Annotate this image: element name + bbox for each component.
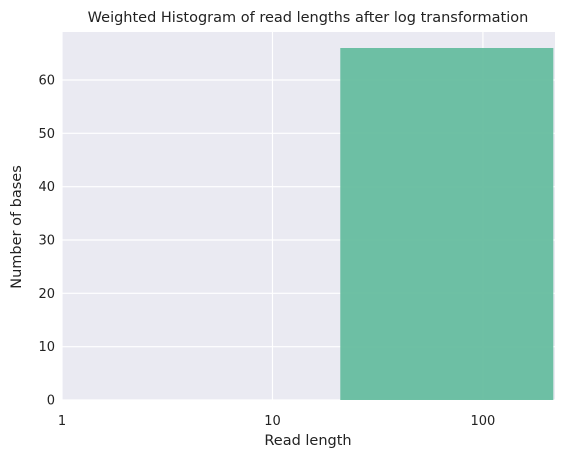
x-tick-label: 10 bbox=[264, 414, 281, 429]
x-axis-label: Read length bbox=[264, 433, 351, 449]
x-tick-label: 100 bbox=[471, 414, 496, 429]
histogram-bar bbox=[340, 48, 554, 400]
y-axis-label: Number of bases bbox=[9, 165, 25, 289]
histogram-bars bbox=[340, 48, 554, 400]
y-tick-label: 40 bbox=[38, 180, 55, 195]
y-tick-label: 60 bbox=[38, 74, 55, 89]
y-tick-labels: 0 10 20 30 40 50 60 bbox=[38, 74, 55, 409]
y-tick-label: 50 bbox=[38, 127, 55, 142]
chart-title: Weighted Histogram of read lengths after… bbox=[88, 10, 529, 26]
y-tick-label: 10 bbox=[38, 340, 55, 355]
y-tick-label: 0 bbox=[47, 394, 55, 409]
x-tick-labels: 1 10 100 bbox=[58, 414, 495, 429]
x-tick-label: 1 bbox=[58, 414, 66, 429]
y-tick-label: 30 bbox=[38, 234, 55, 249]
y-tick-label: 20 bbox=[38, 287, 55, 302]
